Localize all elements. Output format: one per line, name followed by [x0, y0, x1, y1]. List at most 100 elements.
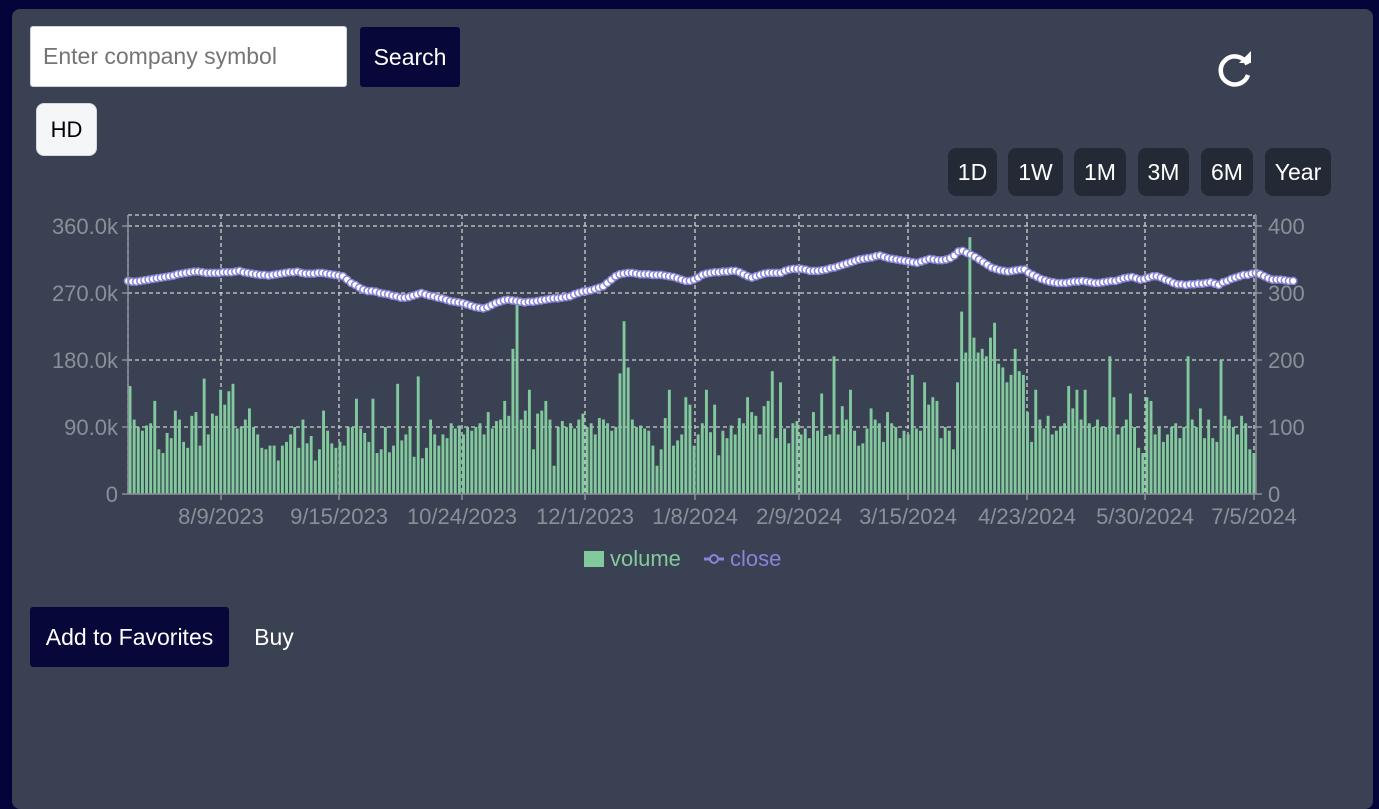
volume-bar [1059, 427, 1062, 494]
range-1d-button[interactable]: 1D [948, 148, 997, 196]
volume-bar [457, 425, 461, 494]
volume-bar [766, 400, 770, 494]
x-tick-label: 5/30/2024 [1096, 504, 1194, 529]
volume-bar [655, 465, 659, 494]
volume-bar [194, 412, 198, 494]
volume-bar [1170, 427, 1174, 494]
volume-bar [873, 419, 877, 494]
volume-bar [1198, 408, 1202, 494]
volume-bar [1087, 423, 1091, 494]
x-tick-label: 3/15/2024 [859, 504, 957, 529]
volume-bar [869, 408, 873, 494]
volume-bar [375, 453, 379, 494]
volume-bar [519, 419, 523, 494]
volume-bar [1236, 434, 1239, 494]
volume-bar [128, 386, 132, 494]
volume-bar [890, 423, 894, 494]
volume-bar [1116, 434, 1120, 494]
right-tick-label: 100 [1268, 415, 1305, 440]
volume-bar [367, 441, 371, 494]
hd-button[interactable]: HD [36, 103, 97, 156]
volume-bar [503, 400, 507, 494]
search-input[interactable] [30, 26, 347, 87]
volume-bar [239, 427, 243, 494]
range-1m-button[interactable]: 1M [1074, 148, 1126, 196]
volume-bar [190, 415, 194, 494]
volume-bar [1005, 382, 1009, 494]
volume-bar [1203, 438, 1206, 494]
volume-bar [1157, 427, 1161, 494]
volume-bar [1166, 434, 1169, 494]
volume-bar [589, 423, 593, 494]
x-tick-label: 1/8/2024 [652, 504, 738, 529]
volume-bar [466, 427, 470, 494]
volume-bar [478, 423, 482, 494]
range-3m-button[interactable]: 3M [1138, 148, 1189, 196]
volume-bar [1244, 423, 1248, 494]
volume-bar [898, 438, 902, 494]
volume-bar [943, 427, 947, 494]
range-year-button[interactable]: Year [1265, 148, 1331, 196]
volume-bar [412, 456, 416, 494]
right-tick-label: 300 [1268, 281, 1305, 306]
volume-bar [951, 449, 955, 494]
volume-bar [618, 373, 622, 494]
volume-bar [1075, 389, 1079, 494]
volume-bar [252, 427, 255, 494]
volume-bar [799, 434, 803, 494]
chart-grid [127, 214, 1256, 494]
volume-bar [293, 427, 297, 494]
volume-bar [1248, 449, 1252, 494]
volume-bar [746, 397, 750, 494]
search-button[interactable]: Search [360, 27, 460, 87]
volume-bar [923, 382, 927, 494]
volume-bar [989, 337, 992, 494]
range-1w-button[interactable]: 1W [1008, 148, 1063, 196]
volume-bar [1211, 438, 1215, 494]
volume-bar [1046, 415, 1050, 494]
volume-bar [984, 356, 988, 494]
volume-bar [877, 423, 881, 494]
volume-bar [248, 408, 251, 494]
volume-bar [1091, 427, 1095, 494]
volume-bar [721, 430, 725, 494]
legend-volume-label: volume [610, 546, 681, 571]
volume-bar [313, 460, 317, 494]
volume-bar [774, 438, 778, 494]
volume-bar [1129, 393, 1132, 494]
volume-bar [495, 421, 498, 494]
add-to-favorites-button[interactable]: Add to Favorites [30, 607, 229, 667]
volume-bar [280, 445, 284, 494]
volume-bar [272, 445, 276, 494]
volume-bar [305, 443, 309, 494]
refresh-icon[interactable] [1213, 48, 1257, 92]
volume-bar [861, 443, 865, 494]
volume-bar [490, 428, 494, 494]
volume-bar [532, 449, 535, 494]
volume-bar [396, 383, 400, 494]
volume-bar [840, 406, 844, 494]
volume-bar [379, 449, 383, 494]
volume-bar [1178, 438, 1182, 494]
volume-bar [968, 237, 972, 495]
right-tick-label: 400 [1268, 214, 1305, 239]
volume-bar [614, 427, 618, 494]
volume-bar [1112, 397, 1116, 494]
volume-bar [725, 438, 729, 494]
volume-bar [268, 445, 272, 494]
volume-bar [511, 348, 515, 494]
volume-bar [684, 397, 688, 494]
volume-bar [1145, 397, 1149, 494]
volume-bar [326, 430, 330, 494]
buy-button[interactable]: Buy [241, 607, 307, 667]
x-tick-label: 12/1/2023 [536, 504, 634, 529]
volume-bar [696, 434, 700, 494]
range-6m-button[interactable]: 6M [1201, 148, 1253, 196]
volume-bar [346, 427, 350, 494]
volume-bar [1001, 367, 1005, 494]
right-tick-label: 0 [1268, 482, 1280, 507]
volume-bar [997, 363, 1001, 494]
volume-bar [178, 419, 181, 494]
legend-close-label: close [730, 546, 781, 571]
volume-bar [169, 438, 173, 494]
